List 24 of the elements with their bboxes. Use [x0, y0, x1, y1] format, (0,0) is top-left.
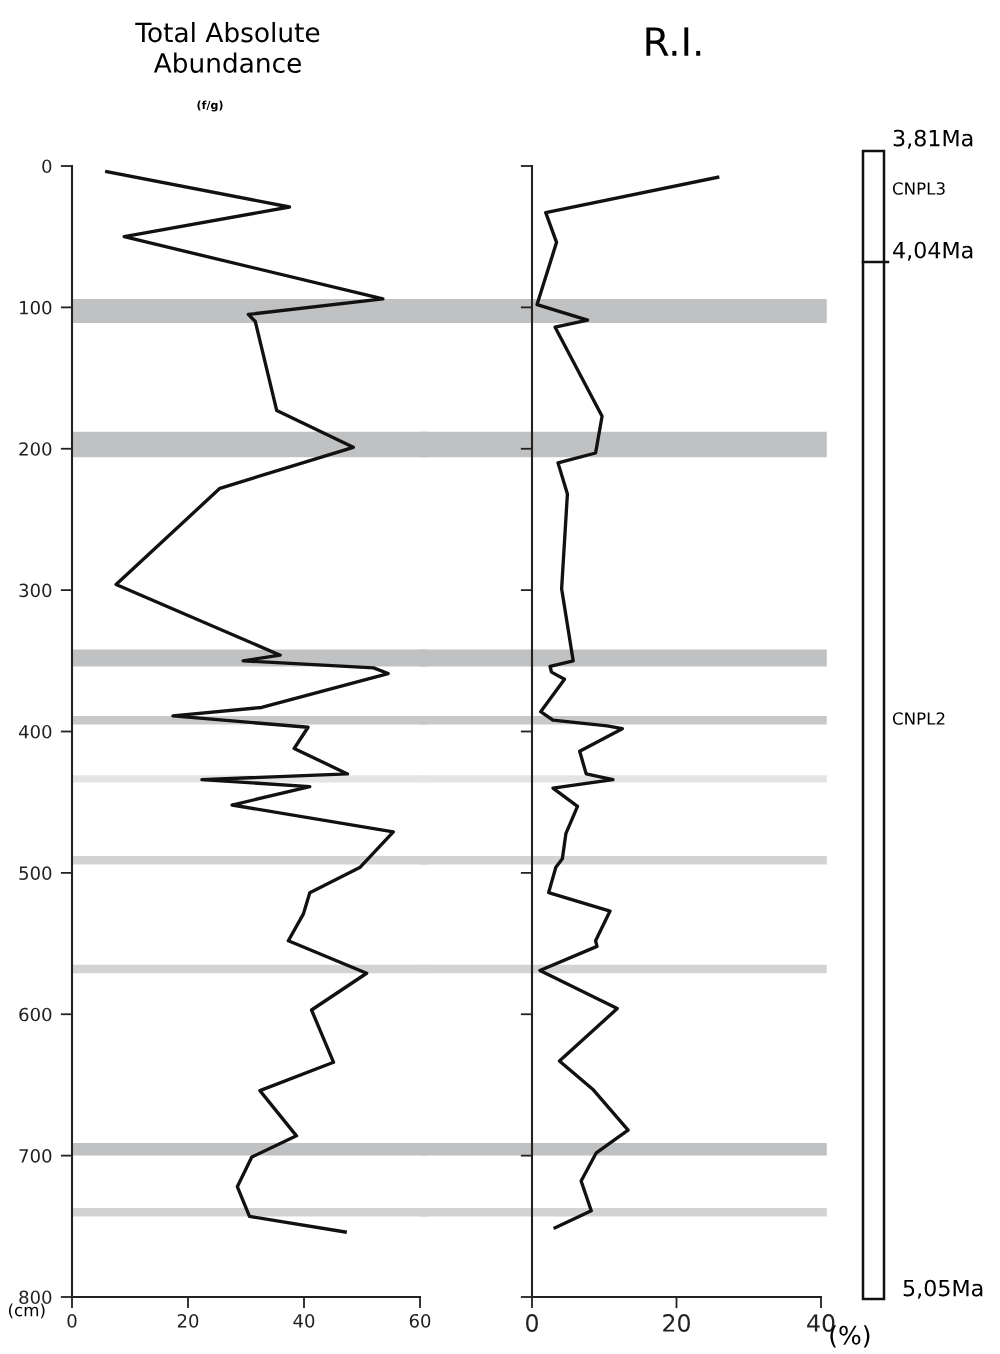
- text: CNPL3: [892, 182, 945, 195]
- y-tick-label: 500: [19, 866, 52, 880]
- y-tick-label: 200: [19, 442, 52, 456]
- chart-title: Total Absolute Abundance: [135, 21, 320, 73]
- y-tick-label: 300: [19, 583, 52, 598]
- y-tick-label: 800: [19, 1290, 52, 1305]
- x-tick-label: 0: [526, 1314, 538, 1332]
- y-tick-label: 700: [19, 1149, 52, 1163]
- x-tick-label: 40: [293, 1313, 315, 1328]
- y-tick-label: 400: [18, 724, 52, 739]
- chart-title: R.I.: [646, 27, 701, 56]
- y-axis-title: (cm): [8, 1303, 45, 1319]
- text: CNPL2: [892, 712, 945, 725]
- text: 3,81Ma: [893, 129, 973, 149]
- x-tick-label: 0: [67, 1313, 77, 1328]
- chart-subtitle: (f/g): [197, 100, 223, 112]
- text: 5,05Ma: [903, 1279, 983, 1299]
- text: 4,04Ma: [893, 241, 973, 261]
- x-tick-label: 60: [409, 1313, 431, 1328]
- x-tick-label: 20: [663, 1314, 690, 1332]
- y-tick-label: 100: [20, 300, 52, 315]
- y-tick-label: 0: [42, 159, 52, 174]
- x-tick-label: 20: [177, 1313, 199, 1328]
- y-tick-label: 600: [19, 1007, 52, 1022]
